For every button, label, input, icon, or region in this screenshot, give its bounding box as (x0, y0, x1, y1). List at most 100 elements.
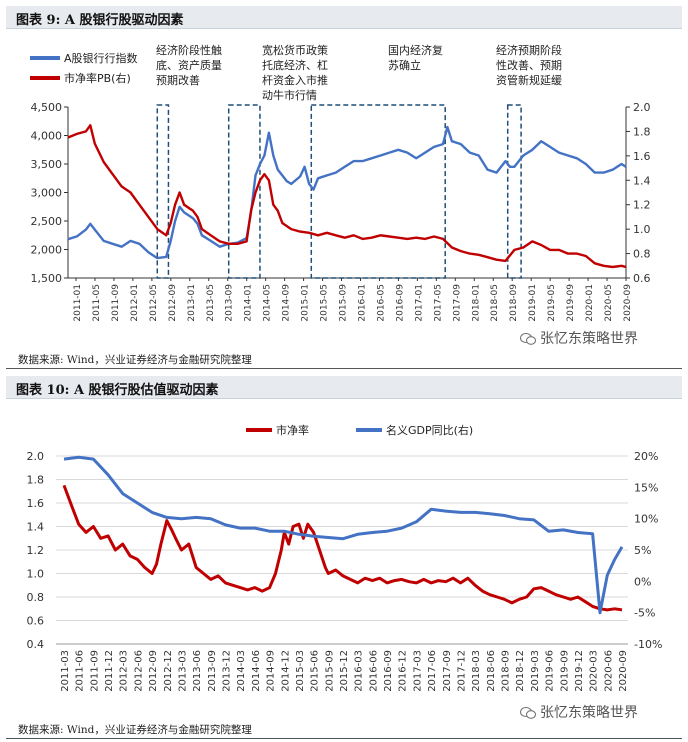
y-left-tick-label: 4,500 (31, 101, 63, 114)
y-left-tick-label: 1.4 (27, 521, 45, 534)
legend-label: A股银行行指数 (64, 51, 138, 65)
x-tick-label: 2015-12 (339, 650, 350, 692)
y-right-tick-label: 1.2 (633, 199, 651, 212)
x-tick-label: 2012-06 (133, 650, 144, 692)
wechat-icon (519, 332, 537, 345)
figure10-title: 图表 10: A 股银行股估值驱动因素 (16, 383, 219, 398)
x-tick-label: 2011-01 (73, 284, 83, 322)
figure10-source: 数据来源: Wind，兴业证券经济与金融研究院整理 (18, 724, 252, 736)
figure10-watermark-text: 张忆东策略世界 (540, 705, 638, 721)
annotation-text: 苏确立 (388, 58, 421, 72)
x-tick-label: 2011-09 (89, 650, 100, 692)
x-tick-label: 2017-06 (427, 650, 438, 692)
y-right-tick-label: 0.6 (633, 272, 651, 285)
figure9-watermark-text: 张忆东策略世界 (540, 331, 638, 347)
x-tick-label: 2016-06 (368, 650, 379, 692)
y-left-tick-label: 0.6 (27, 615, 45, 628)
y-left-tick-label: 2,000 (31, 244, 63, 257)
figure10-watermark: 张忆东策略世界 (519, 702, 638, 722)
y-right-tick-label: 1.6 (633, 150, 651, 163)
figure10-rule (6, 738, 682, 739)
x-tick-label: 2014-01 (244, 284, 254, 322)
x-tick-label: 2011-09 (111, 284, 121, 322)
annotation-text: 预期改善 (156, 73, 200, 87)
legend-label: 名义GDP同比(右) (386, 423, 473, 437)
x-tick-label: 2017-09 (452, 284, 462, 322)
x-tick-label: 2019-06 (545, 650, 556, 692)
annotation-text: 底、资产质量 (156, 58, 222, 72)
x-tick-label: 2016-12 (398, 650, 409, 692)
x-tick-label: 2019-12 (574, 650, 585, 692)
x-tick-label: 2020-09 (618, 650, 629, 692)
x-tick-label: 2013-09 (225, 284, 235, 322)
x-tick-label: 2013-06 (192, 650, 203, 692)
x-tick-label: 2019-09 (559, 650, 570, 692)
x-tick-label: 2014-05 (263, 284, 273, 322)
y-right-tick-label: 0.8 (633, 248, 651, 261)
x-tick-label: 2012-09 (148, 650, 159, 692)
x-tick-label: 2014-12 (280, 650, 291, 692)
series-line-nominal-gdp (63, 455, 624, 615)
chart10-plot: 0.4 0.6 0.8 1.0 1.2 1.4 1.6 1.8 2.0 -10% -5% 0% 5% 10… (27, 423, 663, 692)
figure10-header: 图表 10: A 股银行股估值驱动因素 (6, 376, 682, 399)
y-left-tick-label: 2.0 (27, 450, 45, 463)
annotation-text: 杆资金入市推 (262, 73, 328, 87)
x-tick-label: 2020-03 (589, 650, 600, 692)
figure9-watermark: 张忆东策略世界 (519, 328, 638, 348)
y-left-tick-label: 0.8 (27, 591, 45, 604)
x-tick-label: 2012-03 (119, 650, 130, 692)
y-right-tick-label: -10% (634, 638, 662, 651)
x-tick-label: 2014-03 (236, 650, 247, 692)
y-left-tick-label: 1.0 (27, 568, 45, 581)
y-left-tick-label: 3,500 (31, 158, 63, 171)
x-tick-label: 2020-09 (623, 284, 633, 322)
x-tick-label: 2013-12 (222, 650, 233, 692)
y-right-tick-label: 5% (634, 544, 651, 557)
x-tick-label: 2015-06 (310, 650, 321, 692)
x-tick-label: 2011-12 (104, 650, 115, 692)
annotation-text: 资管新规延缓 (496, 73, 562, 87)
x-tick-label: 2017-03 (412, 650, 423, 692)
x-tick-label: 2011-05 (92, 284, 102, 322)
x-tick-label: 2017-05 (433, 284, 443, 322)
x-tick-label: 2012-09 (168, 284, 178, 322)
highlight-period-box (227, 104, 261, 279)
y-right-tick-label: 1.4 (633, 174, 651, 187)
x-tick-label: 2014-06 (251, 650, 262, 692)
annotation-text: 经济预期阶段 (496, 43, 562, 57)
x-tick-label: 2018-09 (501, 650, 512, 692)
x-tick-label: 2017-09 (442, 650, 453, 692)
y-left-tick-label: 3,000 (31, 187, 63, 200)
legend-label: 市净率PB(右) (64, 71, 131, 85)
chart9-plot: 1,500 2,000 2,500 3,000 3,500 4,000 4,500 0.6 0.… (30, 43, 651, 322)
y-right-tick-label: 1.8 (633, 125, 651, 138)
x-tick-label: 2020-06 (603, 650, 614, 692)
annotation-text: 托底经济、杠 (262, 58, 328, 72)
x-tick-label: 2018-03 (471, 650, 482, 692)
x-tick-label: 2017-01 (414, 284, 424, 322)
x-tick-label: 2015-09 (339, 284, 349, 322)
highlight-period-box (310, 104, 446, 279)
y-left-tick-label: 0.4 (27, 638, 45, 651)
series-line-pb (62, 484, 623, 612)
x-tick-label: 2018-09 (509, 284, 519, 322)
x-tick-label: 2018-01 (471, 284, 481, 322)
y-left-tick-label: 1.6 (27, 497, 45, 510)
x-tick-label: 2015-03 (295, 650, 306, 692)
x-tick-label: 2019-09 (566, 284, 576, 322)
x-tick-label: 2013-03 (177, 650, 188, 692)
y-left-tick-label: 1.2 (27, 544, 45, 557)
y-right-tick-label: 20% (634, 450, 658, 463)
x-tick-label: 2016-03 (354, 650, 365, 692)
x-tick-label: 2016-09 (395, 284, 405, 322)
x-tick-label: 2019-01 (528, 284, 538, 322)
x-tick-label: 2019-05 (547, 284, 557, 322)
y-left-tick-label: 4,000 (31, 130, 63, 143)
y-left-tick-label: 1,500 (31, 272, 63, 285)
x-tick-label: 2012-01 (130, 284, 140, 322)
x-tick-label: 2015-01 (301, 284, 311, 322)
x-tick-label: 2014-09 (282, 284, 292, 322)
figure9-rule (6, 368, 682, 369)
annotation-text: 经济阶段性触 (156, 43, 222, 57)
x-tick-label: 2018-12 (515, 650, 526, 692)
